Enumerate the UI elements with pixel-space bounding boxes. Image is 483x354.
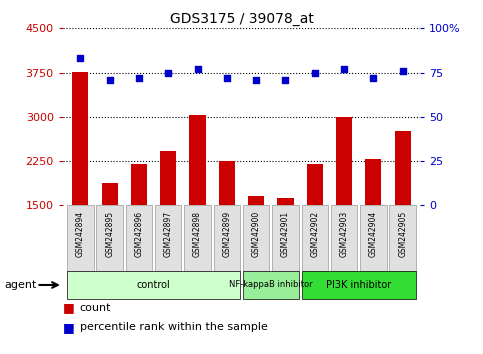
Bar [248,196,264,205]
Text: ■: ■ [63,321,74,334]
Bar [277,198,294,205]
Point [369,75,377,81]
Point [252,77,260,82]
FancyBboxPatch shape [213,205,240,271]
FancyBboxPatch shape [126,205,152,271]
Bar [72,72,88,205]
Text: GSM242900: GSM242900 [252,211,261,257]
FancyBboxPatch shape [155,205,182,271]
Point [76,56,84,61]
Bar [365,159,382,205]
Text: GSM242903: GSM242903 [340,211,349,257]
Point [340,66,348,72]
FancyBboxPatch shape [301,271,416,299]
Title: GDS3175 / 39078_at: GDS3175 / 39078_at [170,12,313,26]
Bar [101,183,118,205]
Text: PI3K inhibitor: PI3K inhibitor [326,280,391,290]
Bar [307,164,323,205]
Text: GSM242902: GSM242902 [310,211,319,257]
Text: NF-kappaB inhibitor: NF-kappaB inhibitor [229,280,313,290]
Point [164,70,172,75]
FancyBboxPatch shape [360,205,386,271]
Text: ■: ■ [63,302,74,314]
Point [399,68,407,74]
Text: percentile rank within the sample: percentile rank within the sample [80,322,268,332]
Point [223,75,231,81]
FancyBboxPatch shape [67,271,240,299]
FancyBboxPatch shape [243,271,298,299]
FancyBboxPatch shape [331,205,357,271]
FancyBboxPatch shape [67,205,94,271]
Point [106,77,114,82]
Text: count: count [80,303,111,313]
Text: GSM242897: GSM242897 [164,211,173,257]
Bar [189,115,206,205]
Point [311,70,319,75]
Text: GSM242904: GSM242904 [369,211,378,257]
FancyBboxPatch shape [185,205,211,271]
Text: agent: agent [5,280,37,290]
Bar [336,117,352,205]
FancyBboxPatch shape [389,205,416,271]
FancyBboxPatch shape [272,205,298,271]
Bar [131,164,147,205]
Point [194,66,201,72]
Text: GSM242898: GSM242898 [193,211,202,257]
Text: GSM242896: GSM242896 [134,211,143,257]
Point [282,77,289,82]
Bar [219,161,235,205]
Text: GSM242905: GSM242905 [398,211,407,257]
Text: control: control [137,280,170,290]
Text: GSM242899: GSM242899 [222,211,231,257]
FancyBboxPatch shape [301,205,328,271]
Text: GSM242901: GSM242901 [281,211,290,257]
Bar [160,151,176,205]
Bar [395,131,411,205]
Point [135,75,143,81]
Text: GSM242895: GSM242895 [105,211,114,257]
Text: GSM242894: GSM242894 [76,211,85,257]
FancyBboxPatch shape [97,205,123,271]
FancyBboxPatch shape [243,205,270,271]
